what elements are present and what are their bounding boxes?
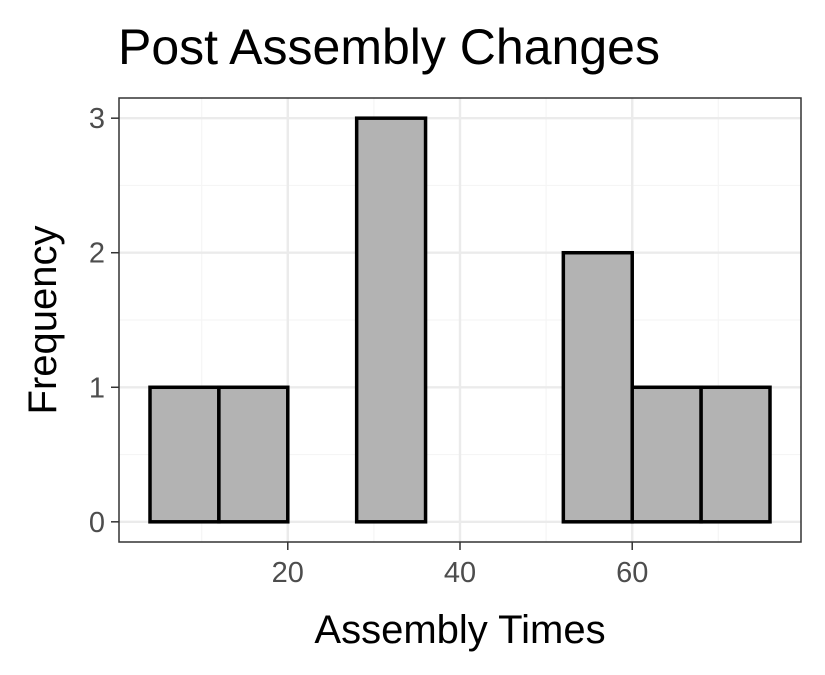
y-axis-title: Frequency: [21, 226, 65, 415]
y-tick-label: 1: [89, 372, 105, 404]
histogram-bar: [561, 250, 634, 524]
y-tick-label: 0: [89, 507, 105, 539]
x-axis-title: Assembly Times: [314, 608, 605, 652]
chart-title: Post Assembly Changes: [118, 19, 660, 75]
histogram-bar: [217, 385, 290, 524]
histogram-bar: [148, 385, 221, 524]
y-tick-label: 2: [89, 238, 105, 270]
axis-ticks: 20 40 60 0 1 2 3: [89, 103, 648, 589]
x-tick-label: 60: [616, 557, 648, 589]
y-tick-label: 3: [89, 103, 105, 135]
x-tick-label: 20: [272, 557, 304, 589]
histogram-bar: [699, 385, 772, 524]
histogram-bar: [354, 116, 428, 524]
x-tick-label: 40: [444, 557, 476, 589]
histogram-bars: [148, 116, 772, 524]
histogram-bar: [630, 385, 703, 524]
